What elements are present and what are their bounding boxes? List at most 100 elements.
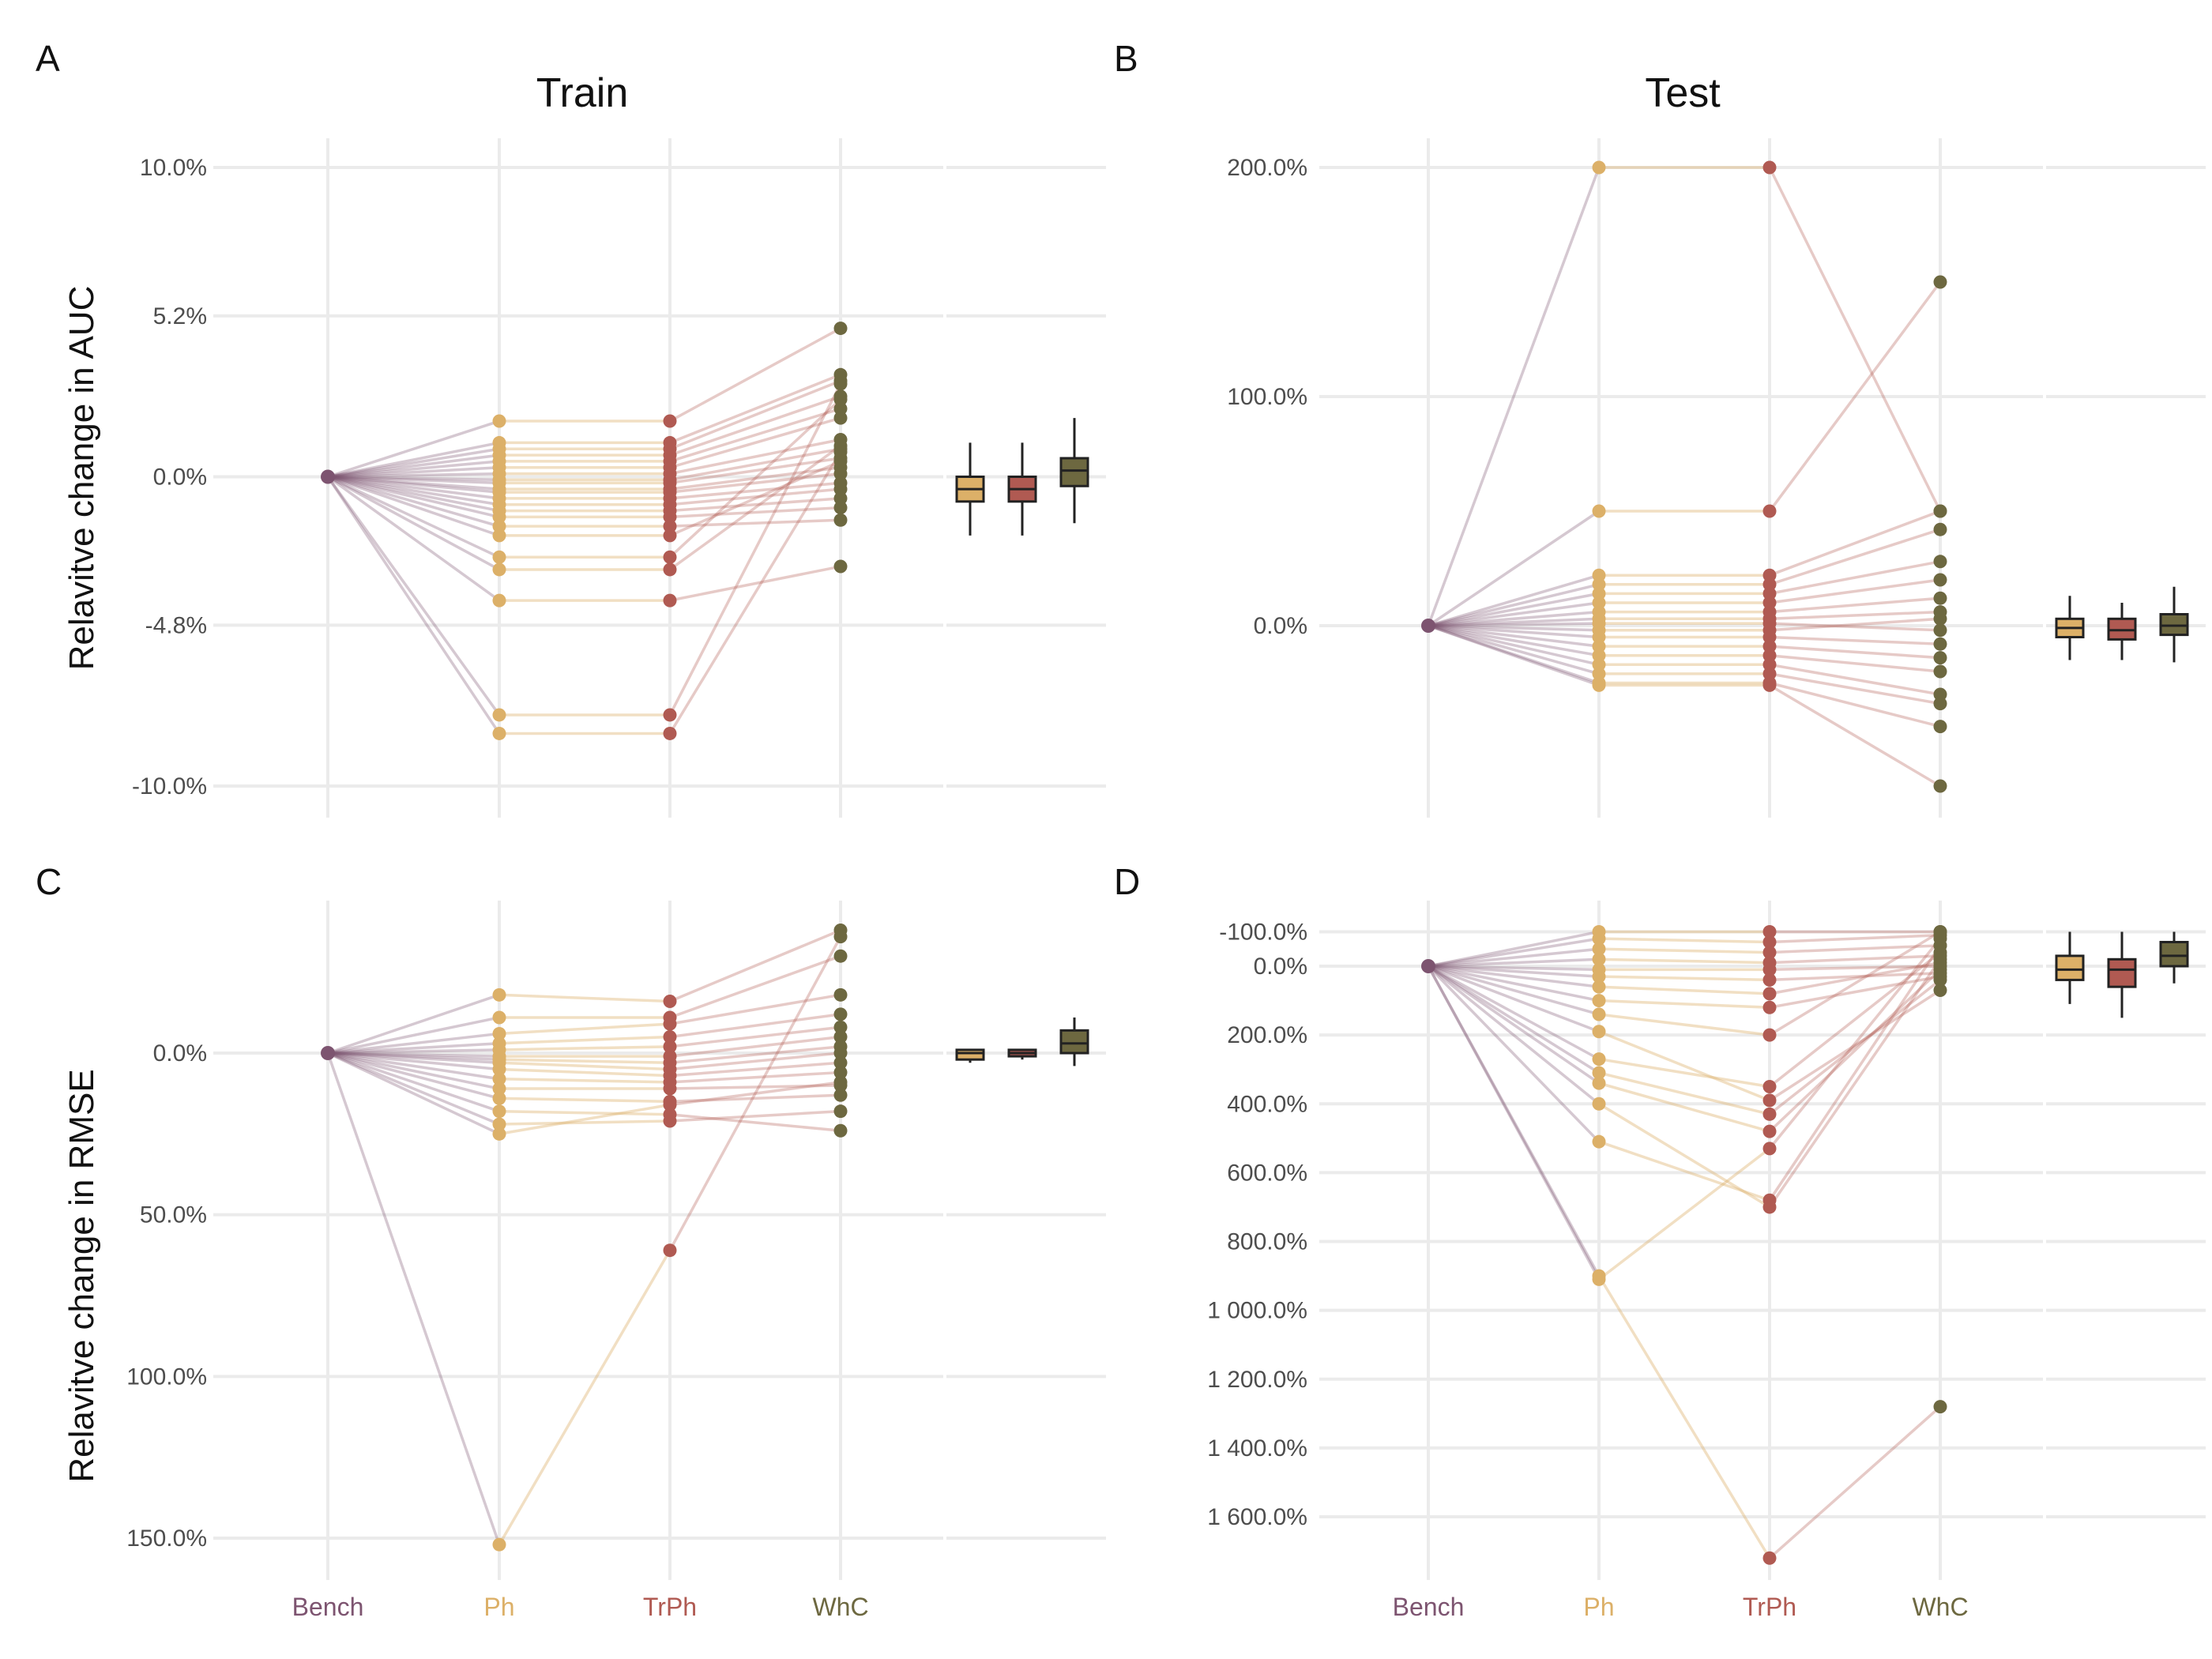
series-segment — [327, 475, 500, 571]
series-segment — [1428, 624, 1600, 667]
series-segment — [327, 1051, 500, 1090]
y-tick-label: 100.0% — [126, 1364, 207, 1390]
data-point — [1592, 962, 1606, 976]
data-point — [1592, 1134, 1606, 1149]
series-segment — [1598, 1140, 1770, 1202]
series-segment — [1769, 672, 1941, 705]
data-point — [1762, 1028, 1777, 1042]
y-ticks-d: -100.0% 0.0% 200.0% 400.0% 600.0% 800.0% 1 000… — [1207, 919, 1307, 1530]
y-tick-label: 0.0% — [1254, 613, 1307, 639]
series-segment — [1428, 624, 1600, 687]
data-point — [833, 454, 848, 468]
gridlines-b — [1319, 138, 2206, 818]
series-segment — [1427, 965, 1601, 1105]
data-point — [663, 708, 677, 722]
data-point — [1592, 1272, 1606, 1286]
series-segment — [498, 1045, 671, 1051]
series-segment — [1597, 1147, 1771, 1281]
series-segment — [1769, 617, 1941, 632]
series-segment — [1769, 930, 1941, 1036]
series-segment — [669, 1084, 841, 1090]
boxplot-box — [2107, 957, 2137, 988]
series-segment — [669, 1061, 841, 1078]
y-tick-label: 200.0% — [1227, 155, 1307, 181]
data-point — [833, 482, 848, 496]
data-point — [492, 593, 506, 608]
data-point — [663, 562, 677, 577]
data-point — [492, 708, 506, 722]
y-tick-label: 10.0% — [140, 155, 207, 181]
data-point — [1592, 160, 1606, 175]
series-lines-b — [1427, 166, 1942, 788]
y-tick-label: 1 600.0% — [1207, 1504, 1307, 1530]
data-point — [492, 562, 506, 577]
data-point — [833, 1088, 848, 1102]
series-segment — [327, 1016, 500, 1055]
y-tick-label: 1 400.0% — [1207, 1435, 1307, 1462]
series-segment — [327, 441, 500, 479]
boxplots-d — [2055, 931, 2189, 1018]
data-point — [833, 513, 848, 527]
series-segment — [1769, 596, 1941, 614]
series-segment — [669, 379, 841, 450]
series-segment — [1428, 965, 1600, 978]
data-point — [1762, 1142, 1777, 1156]
data-point — [492, 726, 506, 740]
x-tick-label: WhC — [1912, 1593, 1968, 1621]
data-point — [1762, 924, 1777, 939]
data-point — [492, 550, 506, 564]
series-segment — [327, 1051, 500, 1113]
series-segment — [1769, 961, 1941, 995]
data-point — [1762, 1093, 1777, 1108]
data-point — [492, 510, 506, 524]
bench-point — [1421, 959, 1435, 973]
data-point — [833, 322, 848, 336]
data-point — [1762, 956, 1777, 970]
data-point — [1592, 952, 1606, 966]
data-point — [1933, 275, 1947, 289]
series-segment — [498, 1103, 671, 1136]
series-segment — [327, 993, 500, 1055]
data-point — [663, 1097, 677, 1112]
series-lines-d — [1427, 930, 1942, 1559]
data-point — [492, 1091, 506, 1105]
series-segment — [668, 451, 842, 735]
boxplot-box — [2055, 954, 2085, 981]
series-segment — [1428, 583, 1600, 627]
series-segment — [327, 475, 500, 537]
boxplots-b — [2055, 586, 2189, 663]
series-segment — [669, 1051, 841, 1071]
series-segment — [1428, 624, 1600, 648]
series-segment — [669, 327, 841, 423]
series-segment — [1769, 989, 1941, 1102]
data-point — [833, 445, 848, 459]
data-point — [492, 1127, 506, 1141]
y-ticks-b: 200.0% 100.0% 0.0% — [1227, 155, 1307, 639]
data-point — [663, 529, 677, 543]
series-segment — [669, 928, 841, 1003]
data-point — [833, 401, 848, 416]
data-point — [1933, 939, 1947, 953]
x-tick-label: Ph — [1583, 1593, 1614, 1621]
data-point — [663, 726, 677, 740]
data-point — [1762, 504, 1777, 518]
boxplots-c — [955, 1017, 1089, 1066]
data-point — [1762, 678, 1777, 692]
data-point — [492, 1026, 506, 1040]
data-point — [492, 414, 506, 428]
series-segment — [1598, 947, 1770, 954]
data-point — [663, 1114, 677, 1128]
series-segment — [669, 407, 841, 463]
data-point — [1762, 1200, 1777, 1214]
series-segment — [327, 475, 500, 491]
data-point — [1762, 1124, 1777, 1138]
series-points-b — [1421, 160, 1947, 793]
data-point — [492, 988, 506, 1002]
series-segment — [1428, 624, 1600, 675]
data-point — [663, 414, 677, 428]
series-segment — [327, 460, 500, 479]
series-segment — [327, 475, 500, 513]
y-tick-label: 600.0% — [1227, 1160, 1307, 1186]
y-tick-label: 0.0% — [1254, 954, 1307, 980]
data-point — [833, 377, 848, 391]
